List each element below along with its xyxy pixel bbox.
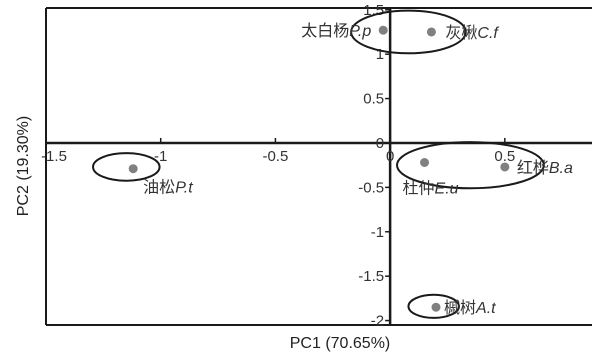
x-tick-label: -1.5: [41, 148, 67, 165]
data-point: [431, 302, 441, 312]
data-point: [128, 164, 138, 174]
point-label-cn: 红桦: [517, 159, 549, 177]
plot-frame: [45, 7, 592, 326]
data-point: [378, 25, 388, 35]
point-label-sci: P.p: [349, 23, 371, 40]
group-ellipse: [396, 141, 545, 190]
data-point: [420, 158, 430, 168]
y-tick-label: -2: [371, 313, 384, 330]
point-label-sci: A.t: [475, 300, 496, 317]
point-label-cn: 杜仲: [403, 180, 435, 198]
point-label-cn: 油松: [143, 179, 175, 197]
group-ellipses: [92, 9, 545, 319]
y-tick-label: -1: [371, 224, 384, 241]
point-label-cn: 槭树: [444, 299, 476, 317]
y-tick-label: -0.5: [358, 179, 384, 196]
point-label-cn: 灰楸: [445, 24, 477, 42]
point-label: 灰楸C.f: [445, 24, 499, 42]
axes: [46, 8, 592, 325]
point-label: 太白杨P.p: [301, 22, 371, 40]
x-tick-label: -1: [154, 148, 167, 165]
x-tick-label: -0.5: [262, 148, 288, 165]
point-label-sci: B.a: [549, 160, 573, 177]
point-label: 油松P.t: [143, 179, 193, 197]
point-label: 杜仲E.u: [403, 180, 459, 198]
data-point: [500, 162, 510, 172]
tick-labels: -1.5 -1 -0.5 0 0.51.510.50-0.5-1-1.5-2: [41, 2, 515, 330]
y-tick-label: -1.5: [358, 268, 384, 285]
y-tick-label: 0: [376, 135, 384, 152]
point-label-sci: C.f: [477, 25, 499, 42]
point-label-sci: E.u: [435, 181, 459, 198]
y-tick-label: 0.5: [363, 91, 384, 108]
data-points: [128, 25, 510, 312]
data-point: [426, 27, 436, 37]
y-tick-label: 1.5: [363, 2, 384, 19]
point-label-sci: P.t: [175, 180, 193, 197]
group-ellipse: [350, 9, 467, 55]
x-tick-label: 0.5: [494, 148, 515, 165]
y-axis-title: PC2 (19.30%): [15, 116, 32, 217]
x-tick-label: 0: [386, 148, 394, 165]
point-label: 槭树A.t: [444, 299, 496, 317]
group-ellipse: [407, 293, 460, 319]
x-axis-title: PC1 (70.65%): [290, 335, 391, 352]
group-ellipse: [92, 152, 161, 182]
tick-marks: [45, 9, 506, 322]
point-label: 红桦B.a: [517, 159, 573, 177]
point-labels: 太白杨P.p 灰楸C.f 油松P.t 杜仲E.u 红桦B.a 槭树A.t: [143, 22, 573, 317]
y-tick-label: 1: [376, 46, 384, 63]
point-label-cn: 太白杨: [301, 22, 349, 40]
